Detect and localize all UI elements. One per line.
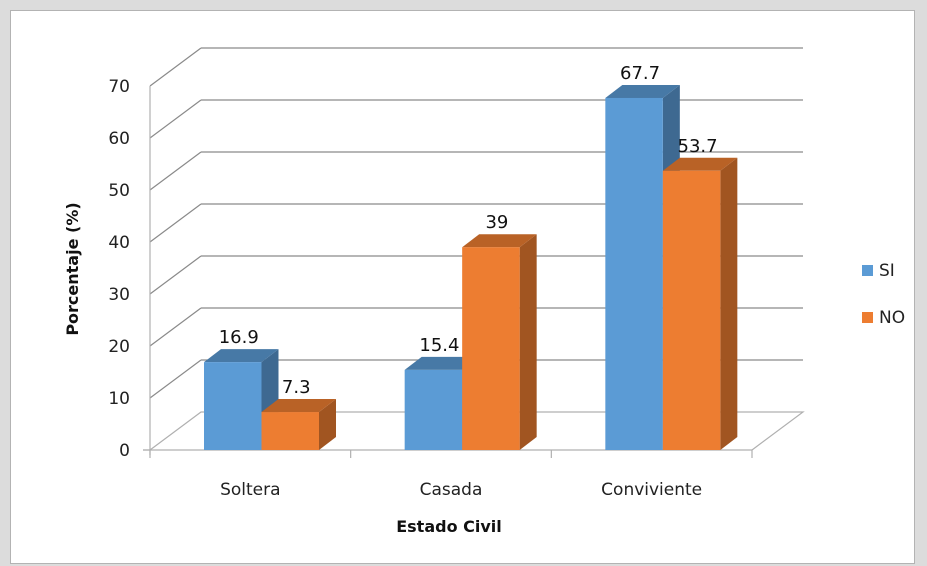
bars xyxy=(204,84,738,451)
bar-no-casada xyxy=(462,234,537,450)
legend-swatch-no xyxy=(862,312,873,323)
legend-label-si: SI xyxy=(879,261,895,281)
y-tick-label: 40 xyxy=(108,233,130,253)
data-label: 53.7 xyxy=(678,136,718,157)
y-tick-label: 50 xyxy=(108,181,130,201)
y-axis-title: Porcentaje (%) xyxy=(63,202,82,335)
legend-item-si: SI xyxy=(862,261,895,281)
y-tick-label: 30 xyxy=(108,285,130,305)
data-label: 15.4 xyxy=(419,335,459,356)
data-label: 39 xyxy=(485,212,508,233)
legend: SI NO xyxy=(862,261,905,328)
legend-label-no: NO xyxy=(879,308,905,328)
gridline-70 xyxy=(149,47,803,87)
data-label: 16.9 xyxy=(219,327,259,348)
y-tick-label: 10 xyxy=(108,389,130,409)
y-tick-label: 70 xyxy=(108,77,130,97)
gridline-50 xyxy=(149,151,803,191)
data-labels: 16.9 15.4 67.7 7.3 39 53.7 xyxy=(219,63,718,398)
x-tick-label: Conviviente xyxy=(601,480,702,500)
legend-item-no: NO xyxy=(862,308,905,328)
x-tick-label: Soltera xyxy=(220,480,280,500)
bar-no-conviviente xyxy=(662,157,738,450)
data-label: 7.3 xyxy=(282,377,311,398)
x-axis-title: Estado Civil xyxy=(396,517,502,536)
gridline-60 xyxy=(149,99,803,139)
y-tick-label: 0 xyxy=(119,441,130,461)
data-label: 67.7 xyxy=(620,63,660,84)
legend-swatch-si xyxy=(862,265,873,276)
axes: 0 10 20 30 40 50 60 70 Soltera Casada Conviviente xyxy=(108,77,753,500)
x-tick-label: Casada xyxy=(420,480,483,500)
y-tick-label: 20 xyxy=(108,337,130,357)
bar-no-soltera xyxy=(261,399,336,450)
y-tick-label: 60 xyxy=(108,129,130,149)
